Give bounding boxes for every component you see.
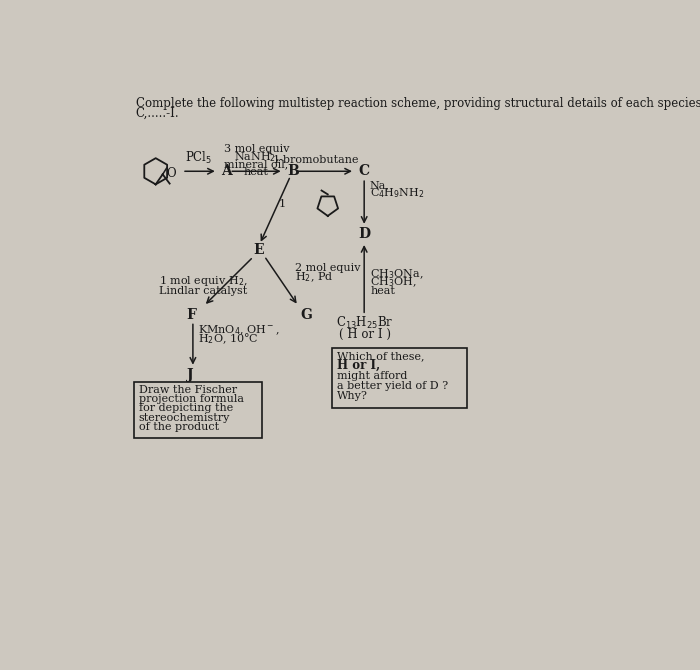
- Text: stereochemistry: stereochemistry: [139, 413, 230, 423]
- Text: D: D: [358, 227, 371, 241]
- Text: H or I,: H or I,: [337, 359, 380, 372]
- Text: H$_2$O, 10°C: H$_2$O, 10°C: [198, 332, 259, 346]
- Text: might afford: might afford: [337, 371, 407, 381]
- Text: 1 mol equiv H$_2$,: 1 mol equiv H$_2$,: [159, 275, 247, 289]
- Text: Draw the Fischer: Draw the Fischer: [139, 385, 237, 395]
- Text: E: E: [253, 243, 264, 257]
- Text: 3 mol equiv: 3 mol equiv: [224, 144, 289, 154]
- Text: 2 mol equiv: 2 mol equiv: [295, 263, 360, 273]
- Text: Complete the following multistep reaction scheme, providing structural details o: Complete the following multistep reactio…: [136, 97, 700, 111]
- Text: for depicting the: for depicting the: [139, 403, 233, 413]
- Text: C,.....-I.: C,.....-I.: [136, 107, 179, 119]
- Text: CH$_3$ONa,: CH$_3$ONa,: [370, 267, 424, 281]
- Text: J: J: [187, 369, 193, 383]
- Text: of the product: of the product: [139, 422, 219, 432]
- Text: PCl$_5$: PCl$_5$: [185, 150, 212, 166]
- Text: heat: heat: [370, 285, 395, 295]
- Text: H$_2$, Pd: H$_2$, Pd: [295, 270, 333, 283]
- Text: CH$_3$OH,: CH$_3$OH,: [370, 275, 417, 289]
- Text: F: F: [187, 308, 197, 322]
- Text: A: A: [220, 164, 232, 178]
- Text: C: C: [358, 164, 370, 178]
- Text: 1-bromobutane: 1-bromobutane: [273, 155, 359, 165]
- Text: 1: 1: [279, 200, 286, 210]
- Text: mineral oil,: mineral oil,: [224, 159, 288, 170]
- Text: projection formula: projection formula: [139, 394, 244, 404]
- Text: C$_4$H$_9$NH$_2$: C$_4$H$_9$NH$_2$: [370, 187, 424, 200]
- Text: a better yield of D ?: a better yield of D ?: [337, 381, 448, 391]
- Text: ( H or I ): ( H or I ): [340, 328, 391, 340]
- Text: heat: heat: [244, 167, 269, 177]
- Text: Which of these,: Which of these,: [337, 351, 424, 361]
- Text: NaNH$_2$,: NaNH$_2$,: [234, 150, 279, 163]
- Text: G: G: [300, 308, 312, 322]
- Text: KMnO$_4$, OH$^-$,: KMnO$_4$, OH$^-$,: [198, 323, 280, 337]
- Text: Why?: Why?: [337, 391, 368, 401]
- Text: C$_{13}$H$_{25}$Br: C$_{13}$H$_{25}$Br: [335, 315, 393, 331]
- Text: B: B: [288, 164, 299, 178]
- Bar: [332, 348, 468, 409]
- Bar: [134, 383, 262, 438]
- Text: Lindlar catalyst: Lindlar catalyst: [159, 285, 247, 295]
- Text: O: O: [167, 168, 176, 180]
- Text: Na,: Na,: [370, 180, 389, 190]
